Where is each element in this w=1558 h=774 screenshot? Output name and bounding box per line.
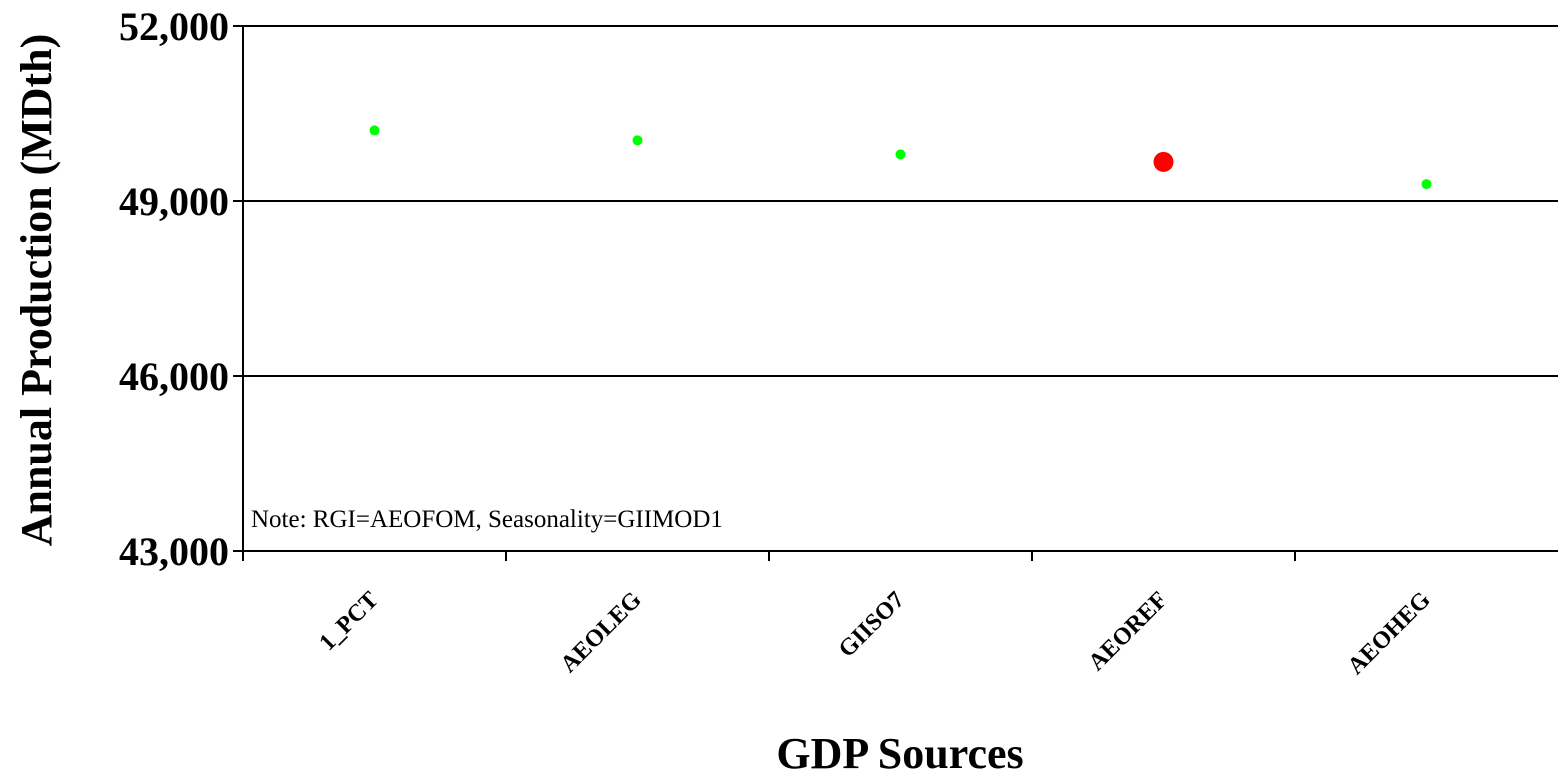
data-point <box>895 149 906 160</box>
y-tick-label: 43,000 <box>119 529 229 574</box>
highlighted-data-point <box>1153 151 1174 172</box>
x-tick-label: AEOLEG <box>556 587 647 678</box>
y-tick-label: 52,000 <box>119 4 229 49</box>
x-axis-title: GDP Sources <box>776 729 1023 774</box>
chart-annotation: Note: RGI=AEOFOM, Seasonality=GIIMOD1 <box>251 506 723 533</box>
y-axis-title: Annual Production (MDth) <box>12 34 61 547</box>
data-point <box>632 135 643 146</box>
data-point <box>369 125 380 136</box>
axes <box>233 25 1558 561</box>
y-tick-labels: 43,000 46,000 49,000 52,000 <box>119 4 229 574</box>
x-tick-label: AEOHEG <box>1343 587 1436 680</box>
y-tick-label: 49,000 <box>119 179 229 224</box>
data-point <box>1421 179 1432 190</box>
x-tick-label: AEOREF <box>1084 587 1173 676</box>
y-tick-label: 46,000 <box>119 354 229 399</box>
data-points <box>369 125 1432 190</box>
x-tick-label: GIISO7 <box>834 587 910 663</box>
gridlines <box>243 25 1558 552</box>
x-tick-label: 1_PCT <box>314 587 383 656</box>
x-tick-labels: 1_PCT AEOLEG GIISO7 AEOREF AEOHEG <box>314 587 1436 680</box>
